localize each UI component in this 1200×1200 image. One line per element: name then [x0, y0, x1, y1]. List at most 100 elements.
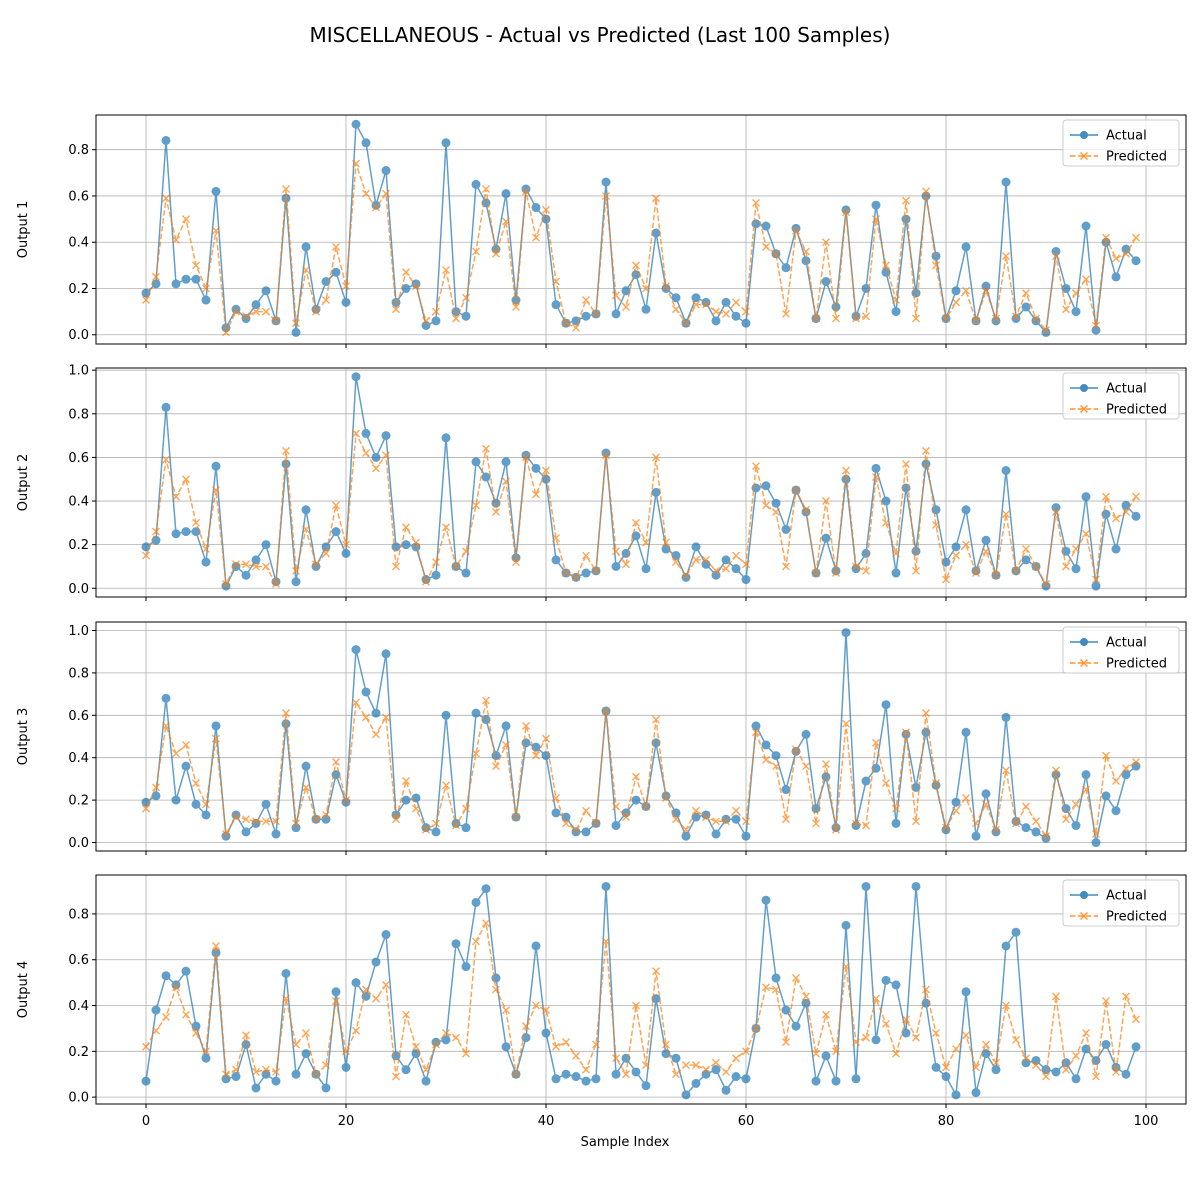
data-point: [652, 715, 660, 724]
data-point: [402, 777, 410, 786]
data-point: [561, 812, 571, 822]
y-tick-label: 0.0: [68, 1091, 89, 1106]
legend-marker: [1080, 131, 1088, 139]
data-point: [872, 215, 880, 224]
data-point: [761, 895, 771, 905]
data-point: [641, 304, 651, 314]
data-point: [382, 713, 390, 722]
legend-entry-predicted: [1070, 912, 1098, 920]
data-point: [442, 781, 450, 790]
data-point: [212, 226, 220, 235]
data-point: [492, 249, 500, 258]
data-point: [301, 242, 311, 252]
data-point: [372, 994, 380, 1003]
data-point: [361, 138, 371, 148]
data-point: [442, 1029, 450, 1038]
data-point: [752, 198, 760, 207]
data-point: [421, 1076, 431, 1086]
data-point: [652, 967, 660, 976]
data-point: [572, 323, 580, 332]
data-point: [922, 187, 930, 196]
data-point: [672, 305, 680, 314]
subplot-4: 0.0 0.2 0.4 0.6 0.8 0 20 40 60 80 100 Output 4 Actua…: [16, 874, 1187, 1129]
legend-label: Predicted: [1106, 403, 1167, 418]
data-point: [522, 721, 530, 730]
data-point: [1022, 545, 1030, 554]
data-point: [322, 1061, 330, 1070]
data-point: [722, 817, 730, 826]
data-point: [192, 779, 200, 788]
data-point: [712, 817, 720, 826]
x-tick-label: 40: [538, 1114, 555, 1129]
data-point: [832, 825, 840, 834]
data-point: [1002, 252, 1010, 261]
data-point: [741, 318, 751, 328]
data-point: [472, 501, 480, 510]
series-line-predicted: [145, 920, 1137, 1079]
data-point: [162, 455, 170, 464]
legend-entry-predicted: [1070, 405, 1098, 413]
data-point: [941, 557, 951, 567]
data-point: [912, 1033, 920, 1042]
data-point: [632, 772, 640, 781]
data-point: [162, 1012, 170, 1021]
data-point: [871, 1035, 881, 1045]
legend-marker: [1080, 659, 1088, 667]
data-point: [472, 247, 480, 256]
data-point: [192, 261, 200, 270]
data-point: [791, 1021, 801, 1031]
data-point: [851, 1074, 861, 1084]
data-point: [871, 463, 881, 473]
data-point: [302, 783, 310, 792]
data-point: [291, 1069, 301, 1079]
data-point: [642, 284, 650, 293]
data-point: [1071, 307, 1081, 317]
data-point: [1061, 546, 1071, 556]
data-point: [211, 721, 221, 731]
legend-marker: [1080, 384, 1088, 392]
data-point: [422, 825, 430, 834]
data-point: [841, 920, 851, 930]
data-point: [812, 819, 820, 828]
data-point: [401, 283, 411, 293]
data-point: [262, 307, 270, 316]
data-point: [1071, 821, 1081, 831]
data-point: [251, 1083, 261, 1093]
data-point: [662, 538, 670, 547]
data-point: [1082, 785, 1090, 794]
data-point: [1102, 996, 1110, 1005]
data-point: [341, 1062, 351, 1072]
data-point: [241, 827, 251, 837]
data-point: [291, 327, 301, 337]
data-point: [882, 779, 890, 788]
data-point: [281, 968, 291, 978]
data-point: [681, 831, 691, 841]
data-point: [1091, 838, 1101, 848]
data-point: [142, 551, 150, 560]
data-point: [1021, 555, 1031, 565]
data-point: [271, 1076, 281, 1086]
data-point: [1092, 1072, 1100, 1081]
data-point: [1032, 562, 1040, 571]
data-point: [171, 279, 181, 289]
data-point: [172, 492, 180, 501]
data-point: [322, 296, 330, 305]
data-point: [432, 1040, 440, 1049]
data-point: [451, 939, 461, 949]
data-point: [562, 1038, 570, 1047]
legend-box: [1062, 879, 1180, 927]
data-point: [1031, 316, 1041, 326]
data-point: [852, 562, 860, 571]
data-point: [312, 560, 320, 569]
data-point: [692, 555, 700, 564]
data-point: [841, 628, 851, 638]
data-point: [201, 810, 211, 820]
data-point: [602, 191, 610, 200]
data-point: [682, 825, 690, 834]
data-point: [711, 316, 721, 326]
data-point: [332, 501, 340, 510]
data-point: [952, 551, 960, 560]
data-point: [1031, 827, 1041, 837]
data-point: [1042, 326, 1050, 335]
data-point: [1001, 941, 1011, 951]
